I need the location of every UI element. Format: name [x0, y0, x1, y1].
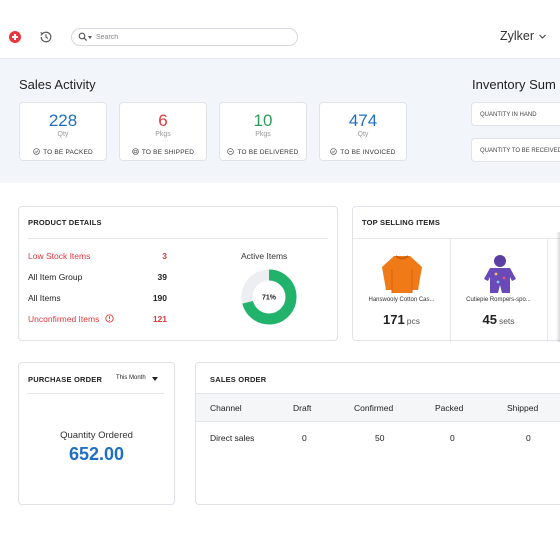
column-header-channel: Channel [210, 403, 242, 413]
stat-value: 228 [48, 111, 78, 130]
item-name: Hanswooly Cotton Cas... [368, 297, 435, 303]
panel-divider [28, 238, 328, 239]
item-qty-value: 171 [383, 312, 405, 327]
item-quantity: 171 pcs [353, 312, 450, 327]
stat-label-text: TO BE INVOICED [340, 149, 396, 156]
item-qty-value: 45 [482, 312, 497, 327]
inventory-summary-title: Inventory Sum [472, 77, 556, 92]
cell-shipped: 0 [526, 433, 531, 443]
donut-fill [241, 269, 297, 325]
row-label: All Items [28, 293, 61, 303]
stat-label-text: TO BE DELIVERED [237, 149, 299, 156]
history-icon[interactable] [39, 30, 53, 44]
purple-romper-icon [484, 255, 516, 293]
stat-unit: Pkgs [255, 131, 271, 138]
row-label: All Item Group [28, 272, 83, 282]
add-new-button[interactable] [9, 31, 21, 43]
check-circle-icon [33, 148, 40, 155]
panel-divider [353, 238, 560, 239]
item-qty-unit: sets [498, 316, 515, 326]
stat-card-to-be-shipped[interactable]: 6 Pkgs TO BE SHIPPED [119, 102, 207, 161]
stat-value: 474 [348, 111, 378, 130]
stat-unit: Qty [357, 131, 369, 138]
stat-value: 10 [253, 111, 273, 130]
stat-label: TO BE INVOICED [320, 148, 406, 156]
all-items-row[interactable]: All Items 190 [28, 293, 167, 305]
sales-activity-section: Sales Activity 228 Qty TO BE PACKED 6 Pk… [0, 59, 560, 183]
item-quantity: 45 sets [450, 312, 547, 327]
donut-percent-label: 71% [262, 295, 277, 302]
search-box[interactable] [71, 28, 298, 46]
panel-title: SALES ORDER [210, 375, 267, 384]
row-value: 121 [152, 314, 167, 324]
search-icon [78, 32, 88, 42]
column-header-shipped: Shipped [507, 403, 539, 413]
product-details-panel: PRODUCT DETAILS Low Stock Items 3 All It… [18, 206, 338, 341]
purchase-order-panel: PURCHASE ORDER This Month Quantity Order… [18, 362, 175, 505]
stat-card-to-be-invoiced[interactable]: 474 Qty TO BE INVOICED [319, 102, 407, 161]
row-label-text: Unconfirmed Items [28, 314, 100, 324]
stat-label-text: TO BE PACKED [43, 149, 93, 156]
unconfirmed-items-row[interactable]: Unconfirmed Items 121 [28, 314, 167, 326]
chevron-down-icon[interactable] [538, 32, 547, 41]
check-circle-icon [330, 148, 338, 155]
top-selling-items-panel: TOP SELLING ITEMS Hanswooly Cotton Cas..… [352, 206, 560, 342]
top-bar: Zylker [0, 18, 560, 58]
period-dropdown[interactable]: This Month [116, 375, 146, 381]
row-label: Unconfirmed Items [28, 314, 114, 324]
organization-name[interactable]: Zylker [499, 29, 534, 43]
top-selling-item[interactable]: Hanswooly Cotton Cas... 171 pcs [353, 239, 451, 342]
stat-card-to-be-packed[interactable]: 228 Qty TO BE PACKED [19, 102, 107, 161]
cell-channel: Direct sales [210, 433, 255, 443]
search-filter-caret-icon[interactable] [88, 36, 92, 39]
quantity-ordered-label: Quantity Ordered [60, 430, 133, 441]
row-value: 39 [157, 272, 167, 282]
stat-label: TO BE PACKED [20, 148, 106, 156]
minus-circle-icon [227, 148, 235, 155]
stat-label: TO BE SHIPPED [120, 148, 206, 156]
orange-sweater-icon [382, 255, 422, 293]
low-stock-items-row[interactable]: Low Stock Items 3 [28, 251, 167, 263]
inventory-row-quantity-in-hand: QUANTITY IN HAND [471, 102, 560, 126]
all-item-group-row[interactable]: All Item Group 39 [28, 272, 167, 284]
active-items-donut: 71% [241, 269, 297, 325]
column-header-draft: Draft [293, 403, 312, 413]
item-qty-unit: pcs [406, 316, 420, 326]
row-value: 190 [152, 293, 167, 303]
stat-value: 6 [158, 111, 168, 130]
top-selling-item[interactable]: Cutiepie Rompers-spo... 45 sets [450, 239, 548, 342]
panel-title: PURCHASE ORDER [28, 375, 103, 384]
panel-divider [27, 393, 164, 394]
table-header: Channel Draft Confirmed Packed Shipped [196, 393, 560, 422]
cell-confirmed: 50 [375, 433, 385, 443]
panel-title: PRODUCT DETAILS [28, 218, 102, 227]
stat-unit: Qty [57, 131, 69, 138]
item-name: Cutiepie Rompers-spo... [466, 297, 531, 303]
active-items-title: Active Items [241, 251, 288, 261]
stat-unit: Pkgs [155, 131, 171, 138]
carousel-edge-shadow [556, 232, 560, 342]
column-header-confirmed: Confirmed [354, 403, 394, 413]
stat-label-text: TO BE SHIPPED [141, 149, 195, 156]
caret-down-icon[interactable] [152, 377, 158, 381]
stat-label: TO BE DELIVERED [220, 148, 306, 156]
quantity-ordered-value: 652.00 [68, 444, 125, 464]
search-input[interactable] [96, 30, 286, 44]
info-alert-icon[interactable] [105, 314, 114, 323]
panel-title: TOP SELLING ITEMS [362, 218, 441, 227]
column-header-packed: Packed [435, 403, 464, 413]
row-value: 3 [162, 251, 167, 261]
sales-order-panel: SALES ORDER Channel Draft Confirmed Pack… [195, 362, 560, 505]
row-label: Low Stock Items [28, 251, 91, 261]
stat-card-to-be-delivered[interactable]: 10 Pkgs TO BE DELIVERED [219, 102, 307, 161]
inventory-row-quantity-to-be-received: QUANTITY TO BE RECEIVED [471, 138, 560, 162]
header-divider [0, 58, 560, 59]
cell-packed: 0 [450, 433, 455, 443]
cell-draft: 0 [302, 433, 307, 443]
section-title: Sales Activity [19, 77, 96, 92]
truck-circle-icon [132, 148, 139, 155]
